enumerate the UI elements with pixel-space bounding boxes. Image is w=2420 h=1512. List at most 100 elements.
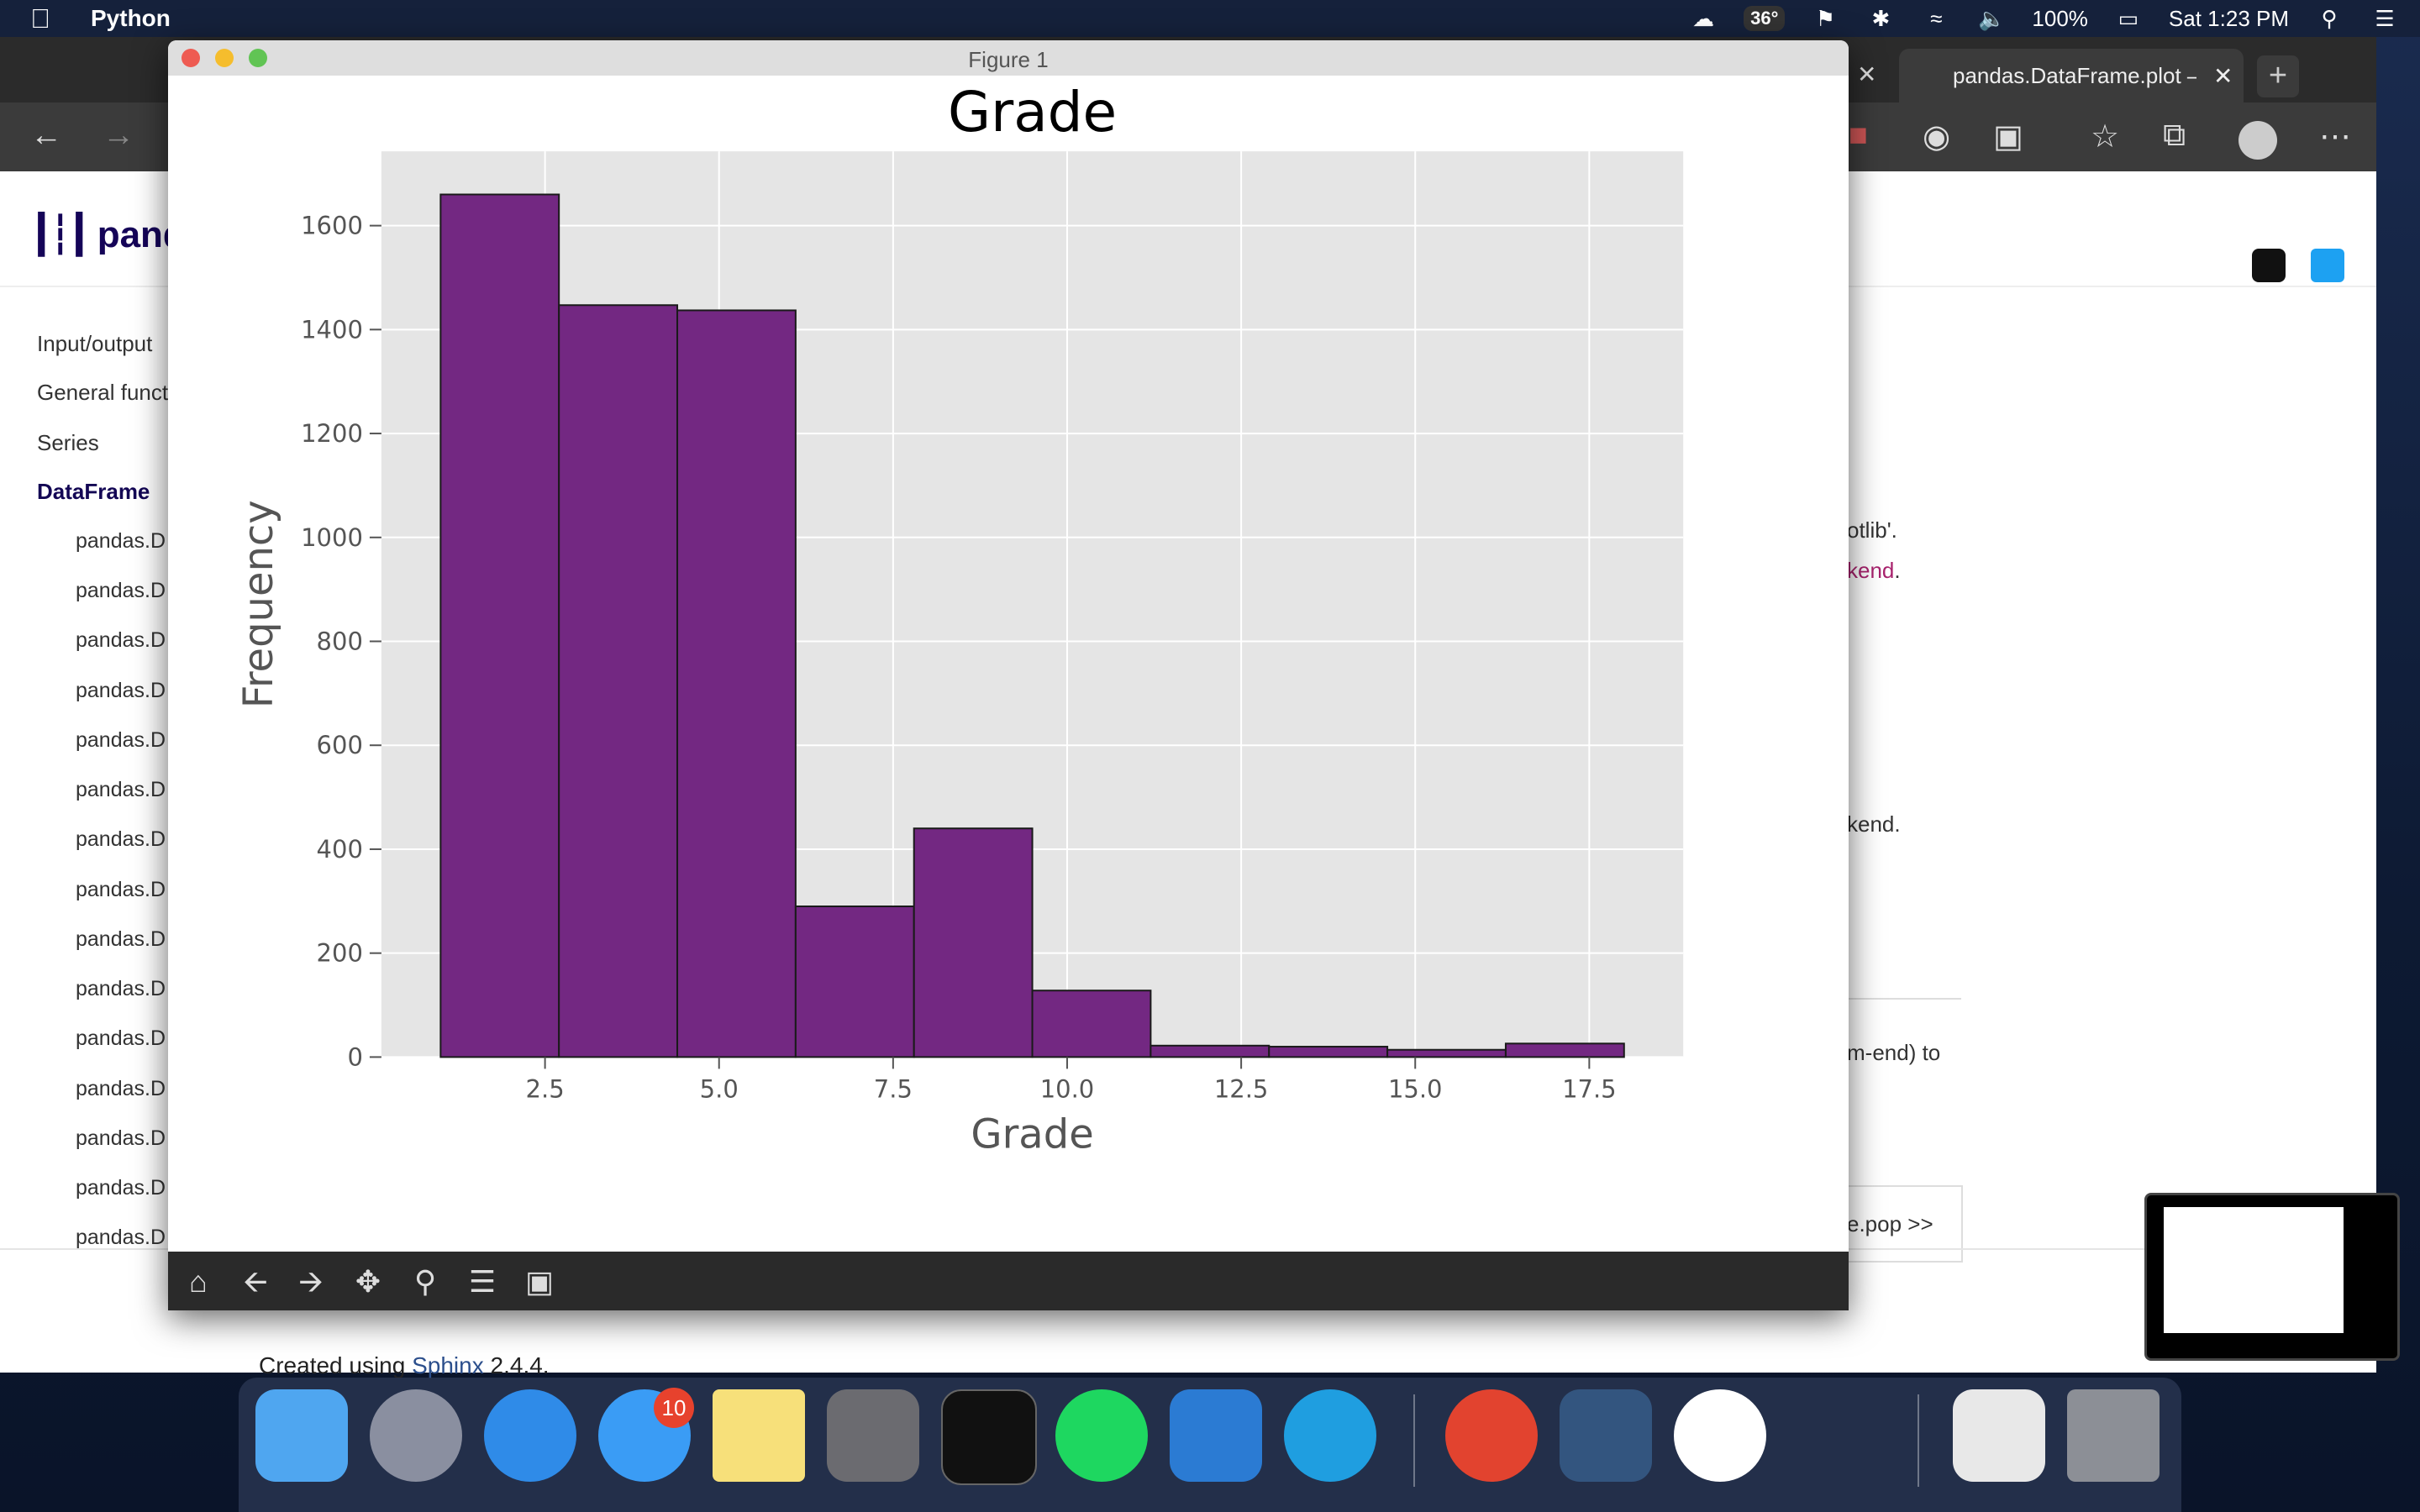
sidebar-subitem[interactable]: pandas.D (76, 827, 166, 851)
extension-icon[interactable]: ■ (1849, 118, 1868, 153)
launchpad-icon[interactable] (370, 1389, 462, 1482)
y-tick-label: 1000 (301, 523, 363, 552)
sidebar-item-general-functions[interactable]: General funct (37, 380, 169, 405)
creative-cloud-icon[interactable]: ☁ (1692, 6, 1715, 31)
weather-temperature[interactable]: 36° (1744, 6, 1786, 31)
mongodb-compass-icon[interactable] (1674, 1389, 1766, 1482)
chrome-icon[interactable] (1445, 1389, 1538, 1482)
collections-icon[interactable]: ⧉ (2163, 118, 2186, 153)
menubar-clock[interactable]: Sat 1:23 PM (2168, 5, 2289, 31)
save-icon[interactable]: ▣ (524, 1264, 554, 1299)
python-launcher-icon[interactable] (1788, 1389, 1881, 1482)
configure-subplots-icon[interactable]: ☰ (468, 1264, 497, 1299)
sidebar-subitem[interactable]: pandas.D (76, 1126, 166, 1150)
x-tick-label: 17.5 (1562, 1074, 1617, 1103)
pandas-logo[interactable]: ┃┆┃ pand (30, 214, 186, 255)
content-fragment: m-end) to (1847, 1040, 1941, 1065)
dock-separator (1413, 1394, 1415, 1487)
footer-credit: Created using Sphinx 2.4.4. (259, 1352, 550, 1379)
spotify-icon[interactable] (1055, 1389, 1148, 1482)
pan-icon[interactable]: ✥ (355, 1264, 381, 1299)
downloads-stack-icon[interactable] (1953, 1389, 2045, 1482)
histogram-bar (439, 193, 560, 1058)
github-icon[interactable] (2252, 249, 2286, 282)
apple-menu-icon[interactable]:  (30, 3, 74, 34)
sidebar-subitem[interactable]: pandas.D (76, 579, 166, 602)
content-fragment: kend. (1847, 811, 1901, 837)
sidebar-subitem[interactable]: pandas.D (76, 1026, 166, 1050)
sidebar-item-input-output[interactable]: Input/output (37, 331, 153, 356)
control-center-icon[interactable]: ☰ (2375, 6, 2395, 31)
screenshot-thumbnail[interactable] (2144, 1193, 2400, 1361)
favorites-icon[interactable]: ☆ (2091, 119, 2120, 155)
messages-badge: 10 (654, 1388, 694, 1428)
battery-percent[interactable]: 100% (2032, 5, 2088, 31)
wifi-icon[interactable]: ≈ (1930, 6, 1943, 31)
sidebar-subitem[interactable]: pandas.D (76, 728, 166, 752)
forward-icon[interactable]: → (103, 118, 134, 153)
close-window-icon[interactable] (182, 49, 200, 67)
extension-icon[interactable]: ▣ (1993, 119, 2023, 155)
chart-title: Grade (948, 80, 1117, 144)
maximize-window-icon[interactable] (249, 49, 267, 67)
battery-icon[interactable]: ▭ (2118, 6, 2139, 31)
y-axis-label: Frequency (235, 500, 282, 708)
histogram-bar (1504, 1042, 1625, 1058)
volume-icon[interactable]: 🔈 (1978, 6, 2006, 31)
sidebar-subitem[interactable]: pandas.D (76, 1176, 166, 1200)
sidebar-subitem[interactable]: pandas.D (76, 927, 166, 951)
matplotlib-toolbar: ⌂ 🡨 🡪 ✥ ⚲ ☰ ▣ (168, 1252, 1849, 1310)
new-tab-button[interactable]: + (2257, 55, 2299, 97)
sidebar-subitem[interactable]: pandas.D (76, 529, 166, 553)
footer-version: 2.4.4. (483, 1352, 550, 1378)
figure-titlebar[interactable]: Figure 1 (168, 40, 1849, 76)
sidebar-subitem[interactable]: pandas.D (76, 878, 166, 901)
zoom-icon[interactable]: ⚲ (413, 1264, 437, 1299)
sidebar-subitem[interactable]: pandas.D (76, 1226, 166, 1249)
home-icon[interactable]: ⌂ (189, 1264, 208, 1299)
dock-separator (1918, 1394, 1919, 1487)
plot-canvas[interactable]: 0 200 400 600 800 1000 1200 1400 1600 2.5 5.0 7.5 1… (168, 76, 1849, 1252)
bluetooth-icon[interactable]: ✱ (1871, 6, 1891, 31)
flag-input-icon[interactable]: ⚑ (1815, 6, 1836, 31)
sidebar-subitem[interactable]: pandas.D (76, 628, 166, 652)
tab-pandas-docs[interactable]: pandas.DataFrame.plot – ✕ (1899, 49, 2244, 102)
menubar:  Python ☁ 36° ⚑ ✱ ≈ 🔈 100% ▭ Sat 1:23 P… (0, 0, 2420, 37)
forward-arrow-icon[interactable]: 🡪 (298, 1264, 324, 1299)
thumbnail-image (2164, 1207, 2344, 1333)
sidebar-subitem[interactable]: pandas.D (76, 778, 166, 801)
sphinx-link[interactable]: Sphinx (412, 1352, 484, 1378)
minimize-window-icon[interactable] (215, 49, 234, 67)
safari-icon[interactable] (484, 1389, 576, 1482)
back-arrow-icon[interactable]: 🡨 (243, 1264, 268, 1299)
sidebar-item-dataframe[interactable]: DataFrame (37, 479, 150, 504)
docs-sidebar: Input/output General funct Series DataFr… (0, 286, 168, 1294)
x-tick-label: 5.0 (700, 1074, 739, 1103)
figure-window-title: Figure 1 (968, 47, 1049, 72)
active-app-name[interactable]: Python (91, 5, 171, 31)
tab-close-icon[interactable]: ✕ (1857, 61, 1877, 87)
edge-icon[interactable] (1284, 1389, 1376, 1482)
vscode-icon[interactable] (1170, 1389, 1262, 1482)
next-page-link[interactable]: e.pop >> (1847, 1185, 1963, 1263)
tab-title: pandas.DataFrame.plot – (1953, 62, 2196, 88)
mysql-workbench-icon[interactable] (1560, 1389, 1652, 1482)
back-icon[interactable]: ← (30, 118, 62, 153)
trash-icon[interactable] (2067, 1389, 2160, 1482)
twitter-icon[interactable] (2311, 249, 2344, 282)
notes-icon[interactable] (713, 1389, 805, 1482)
sidebar-subitem[interactable]: pandas.D (76, 1077, 166, 1100)
profile-avatar[interactable] (2238, 121, 2277, 160)
more-options-icon[interactable]: ⋯ (2319, 119, 2351, 155)
content-fragment: . (1894, 558, 1901, 583)
finder-icon[interactable] (255, 1389, 348, 1482)
terminal-icon[interactable] (941, 1389, 1037, 1485)
extension-icon[interactable]: ◉ (1923, 119, 1951, 155)
sidebar-subitem[interactable]: pandas.D (76, 977, 166, 1000)
sidebar-subitem[interactable]: pandas.D (76, 679, 166, 702)
spotlight-search-icon[interactable]: ⚲ (2321, 6, 2338, 31)
content-link[interactable]: kend (1847, 558, 1895, 583)
sidebar-item-series[interactable]: Series (37, 430, 99, 455)
system-preferences-icon[interactable] (827, 1389, 919, 1482)
tab-close-icon[interactable]: ✕ (2213, 62, 2233, 89)
